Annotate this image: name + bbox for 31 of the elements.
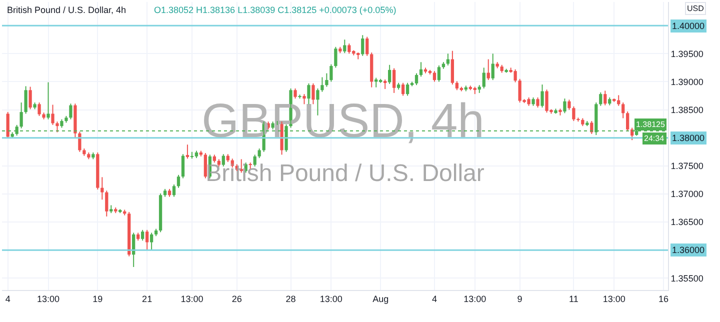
- x-tick-label: 16: [658, 294, 669, 304]
- x-tick-label: 4: [432, 294, 437, 304]
- x-tick-label: 19: [92, 294, 103, 304]
- annotation: 24:34: [644, 134, 665, 143]
- x-tick-label: 13:00: [320, 294, 342, 304]
- chart-subtitle: O1.38052 H1.38136 L1.38039 C1.38125 +0.00073 (+0.05%): [154, 5, 396, 15]
- ref-line-label: 1.38000: [672, 133, 705, 143]
- x-tick-label: 28: [286, 294, 296, 304]
- y-tick-label: 1.35500: [670, 273, 704, 284]
- y-tick-label: 1.39500: [670, 48, 704, 59]
- x-tick-label: 13:00: [36, 294, 60, 304]
- annotation: British Pound / U.S. Dollar: [206, 160, 484, 187]
- ref-line-label: 1.38125: [636, 120, 666, 129]
- y-tick-label: 1.37000: [670, 189, 704, 200]
- x-tick-label: 13:00: [602, 294, 626, 304]
- x-tick-label: 4: [5, 294, 10, 304]
- y-tick-label: 1.39000: [670, 76, 704, 87]
- y-tick-label: 1.36500: [670, 217, 704, 228]
- x-tick-label: 21: [142, 294, 152, 304]
- ref-line-label: 1.40000: [672, 21, 705, 31]
- x-tick-label: Aug: [372, 294, 389, 304]
- x-tick-label: 13:00: [464, 294, 486, 304]
- x-tick-label: 11: [569, 294, 578, 304]
- x-tick-label: 9: [517, 294, 522, 304]
- x-tick-label: 13:00: [180, 294, 204, 304]
- y-tick-label: 1.37500: [670, 161, 704, 172]
- y-tick-label: 1.38500: [670, 104, 704, 115]
- ref-line-label: 1.36000: [672, 245, 705, 255]
- chart-title: British Pound / U.S. Dollar, 4h: [7, 5, 126, 15]
- x-tick-label: 26: [232, 294, 242, 304]
- text: USD: [687, 4, 704, 13]
